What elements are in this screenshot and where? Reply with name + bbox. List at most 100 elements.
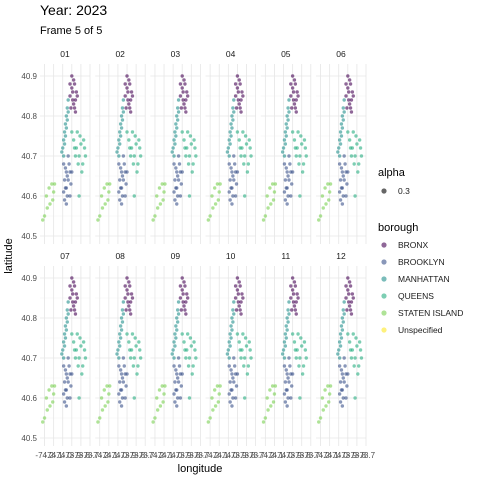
point-bronx [290,308,294,312]
point-staten-island [216,400,221,404]
point-brooklyn [177,162,182,166]
point-bronx [237,102,241,106]
point-queens [71,138,76,142]
point-manhattan [285,328,289,332]
facet-panel-04: 04 [205,49,257,244]
point-queens [83,356,88,360]
point-bronx [293,308,298,312]
point-manhattan [65,118,69,122]
point-bronx [127,102,131,106]
point-brooklyn [62,380,67,384]
y-tick-label: 40.9 [21,72,37,81]
point-queens [180,130,184,134]
point-manhattan [338,142,343,146]
point-bronx [123,296,127,300]
point-manhattan [175,106,180,110]
legend-label: Unspecified [398,325,443,335]
point-bronx [293,106,298,110]
point-staten-island [327,190,332,194]
facet-strip-label: 06 [336,49,346,59]
point-bronx [348,106,353,110]
point-bronx [292,280,297,284]
point-queens [72,348,77,352]
point-queens [359,356,364,360]
point-brooklyn [118,178,122,182]
point-manhattan [176,98,181,102]
point-brooklyn [231,396,235,400]
x-tick-label: -74.0 [274,451,293,460]
point-bronx [290,86,295,90]
point-brooklyn [230,404,234,408]
point-brooklyn [342,154,346,158]
point-queens [353,356,357,360]
point-brooklyn [285,186,289,190]
point-staten-island [323,388,327,392]
point-brooklyn [118,198,122,202]
point-bronx [347,102,352,106]
point-bronx [241,94,245,98]
point-brooklyn [64,202,69,206]
point-queens [183,348,187,352]
point-staten-island [326,384,330,388]
point-bronx [238,106,242,110]
point-bronx [239,110,243,114]
point-brooklyn [345,182,349,186]
point-bronx [182,304,186,308]
point-staten-island [273,182,278,186]
point-manhattan [61,356,66,360]
point-bronx [349,110,354,114]
point-brooklyn [65,174,69,178]
point-staten-island [99,396,104,400]
point-manhattan [175,114,179,118]
point-manhattan [342,110,346,114]
point-queens [237,138,241,142]
point-bronx [351,94,355,98]
point-brooklyn [174,368,178,372]
point-staten-island [96,420,100,424]
point-brooklyn [61,162,66,166]
point-manhattan [229,336,233,340]
point-queens [244,142,249,146]
point-brooklyn [227,190,231,194]
point-staten-island [98,416,102,420]
point-brooklyn [65,194,69,198]
point-queens [358,146,363,150]
point-manhattan [282,154,287,158]
point-queens [357,162,361,166]
point-staten-island [162,392,166,396]
point-bronx [184,300,188,304]
point-manhattan [337,146,341,150]
point-queens [189,142,194,146]
point-bronx [349,312,354,316]
point-queens [180,332,184,336]
point-manhattan [339,336,344,340]
point-brooklyn [119,404,124,408]
point-brooklyn [173,178,177,182]
point-bronx [126,90,130,94]
point-bronx [183,106,187,110]
point-queens [247,340,251,344]
legend-borough-title: borough [378,222,418,234]
point-staten-island [215,182,220,186]
point-bronx [292,304,297,308]
point-bronx [71,300,75,304]
point-manhattan [175,316,179,320]
point-queens [304,356,308,360]
point-manhattan [339,122,344,126]
point-brooklyn [64,170,69,174]
x-tick-label: -74.1 [45,451,64,460]
point-bronx [237,78,241,82]
point-brooklyn [178,396,183,400]
facet-panel-03: 03 [150,49,201,244]
point-bronx [123,94,127,98]
point-bronx [178,82,183,86]
point-bronx [73,110,78,114]
point-staten-island [107,190,111,194]
point-staten-island [105,384,109,388]
point-brooklyn [122,364,126,368]
point-bronx [179,308,184,312]
point-brooklyn [120,194,125,198]
point-brooklyn [175,186,179,190]
point-staten-island [108,182,112,186]
point-queens [247,138,251,142]
